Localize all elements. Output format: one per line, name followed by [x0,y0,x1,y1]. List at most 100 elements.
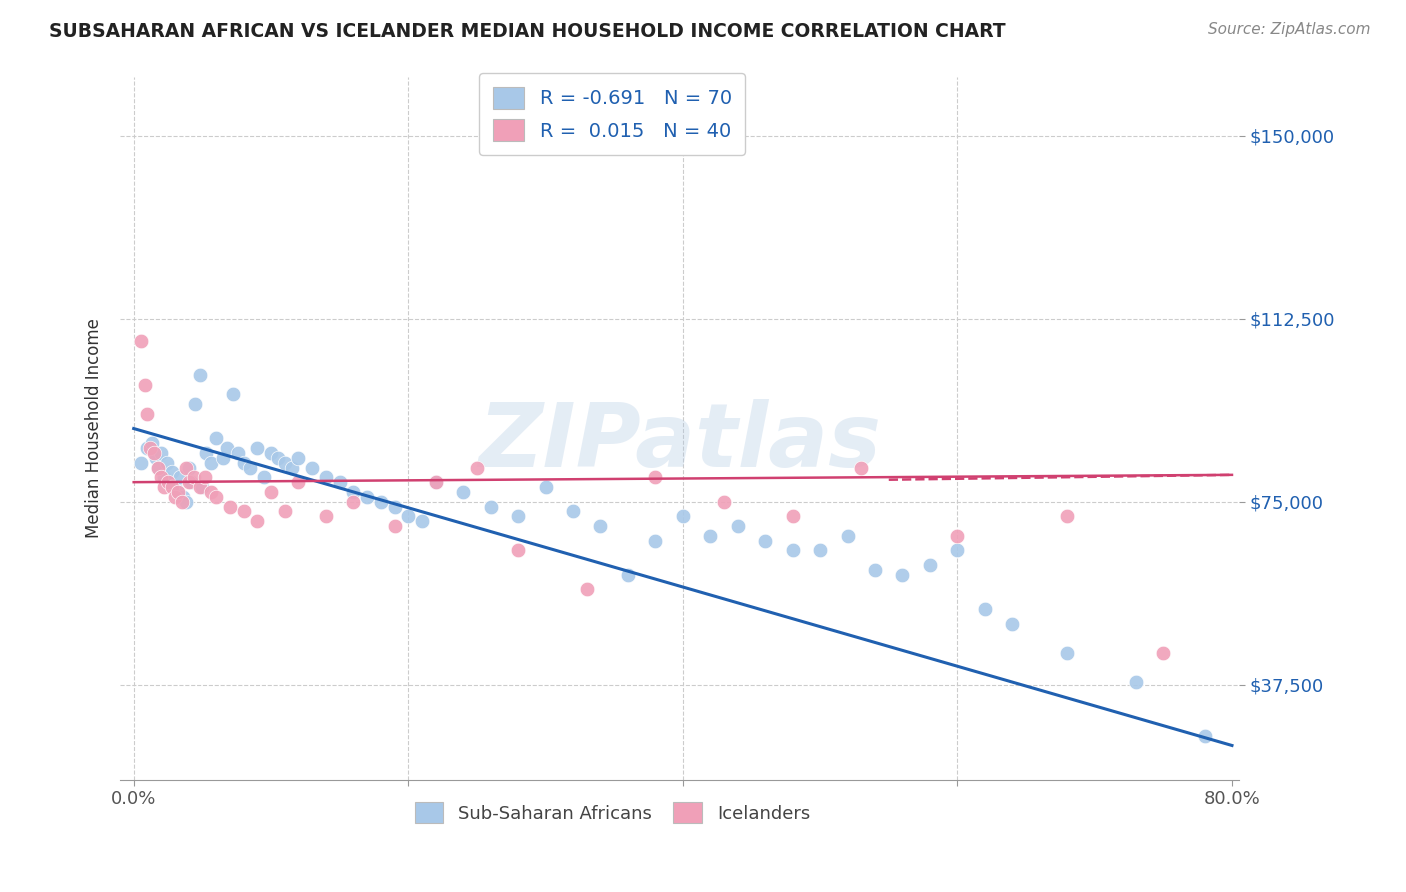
Point [239,460,262,475]
Point [506,509,529,524]
Point [589,519,612,533]
Point [205,490,228,504]
Point [384,500,406,514]
Point [148,460,170,475]
Point [148,460,170,475]
Point [163,490,186,504]
Point [160,480,183,494]
Point [143,446,166,460]
Point [672,509,695,524]
Point [153,480,176,494]
Point [356,490,378,504]
Point [946,529,969,543]
Point [280,460,302,475]
Point [212,450,235,465]
Point [727,519,749,533]
Point [218,500,240,514]
Point [1056,509,1078,524]
Point [918,558,941,572]
Text: ZIPatlas: ZIPatlas [478,399,882,486]
Point [575,582,598,597]
Point [177,475,200,490]
Point [134,377,156,392]
Point [617,567,640,582]
Point [145,450,167,465]
Point [150,446,173,460]
Point [232,504,254,518]
Point [534,480,557,494]
Point [1056,646,1078,660]
Point [180,475,202,490]
Point [644,470,666,484]
Point [170,494,193,508]
Point [1125,675,1147,690]
Point [315,470,337,484]
Point [1001,616,1024,631]
Point [188,368,211,382]
Point [425,475,447,490]
Text: Source: ZipAtlas.com: Source: ZipAtlas.com [1208,22,1371,37]
Point [342,494,364,508]
Point [713,494,735,508]
Point [153,470,176,484]
Point [946,543,969,558]
Point [273,504,295,518]
Point [172,490,194,504]
Point [754,533,776,548]
Point [851,460,873,475]
Point [215,441,238,455]
Point [451,484,474,499]
Point [808,543,831,558]
Point [169,470,191,484]
Point [200,484,222,499]
Point [191,480,214,494]
Point [160,466,183,480]
Point [479,500,502,514]
Point [226,446,249,460]
Point [562,504,585,518]
Point [260,484,283,499]
Point [863,563,886,577]
Point [166,484,188,499]
Point [301,460,323,475]
Y-axis label: Median Household Income: Median Household Income [86,318,103,539]
Point [260,446,283,460]
Point [973,602,995,616]
Point [315,509,337,524]
Point [183,470,205,484]
Legend: Sub-Saharan Africans, Icelanders: Sub-Saharan Africans, Icelanders [404,791,821,834]
Point [157,475,180,490]
Point [141,436,163,450]
Point [699,529,721,543]
Point [163,480,186,494]
Point [267,450,290,465]
Point [177,460,200,475]
Point [156,456,179,470]
Point [200,456,222,470]
Point [782,543,804,558]
Point [891,567,914,582]
Point [166,484,188,499]
Point [506,543,529,558]
Point [287,475,309,490]
Point [465,460,488,475]
Point [174,460,197,475]
Point [221,387,243,401]
Point [150,470,173,484]
Point [136,407,159,421]
Point [205,431,228,445]
Point [287,450,309,465]
Point [782,509,804,524]
Point [411,514,433,528]
Point [273,456,295,470]
Point [370,494,392,508]
Point [129,334,152,348]
Point [139,441,162,455]
Point [174,494,197,508]
Point [129,456,152,470]
Point [184,397,207,411]
Point [136,441,159,455]
Point [188,480,211,494]
Point [837,529,859,543]
Point [384,519,406,533]
